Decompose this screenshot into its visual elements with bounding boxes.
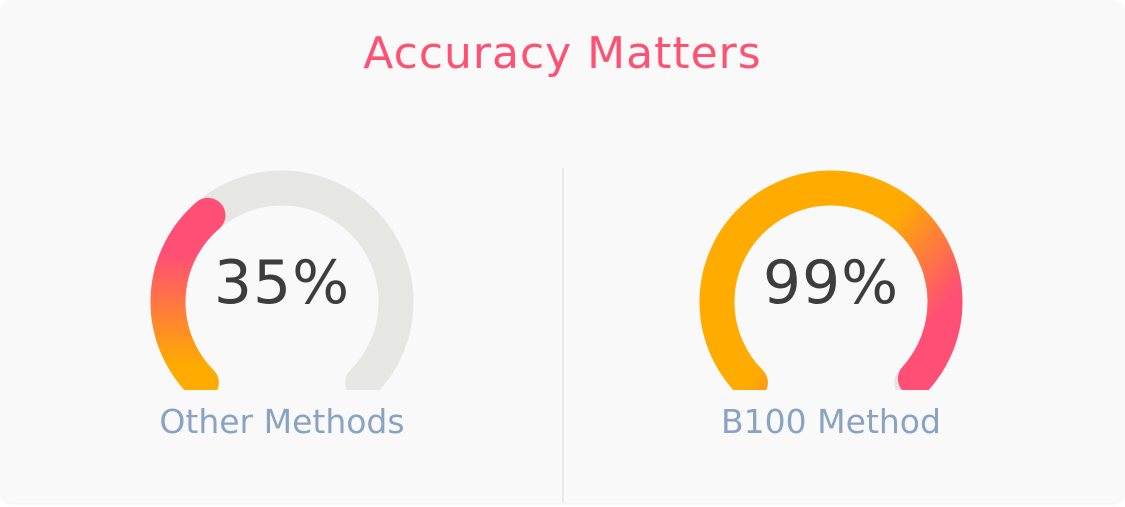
gauge-other-methods: 35% bbox=[112, 150, 452, 390]
gauge-value-other-methods: 35% bbox=[213, 248, 351, 318]
gauge-value-b100-method: 99% bbox=[762, 248, 900, 318]
gauge-arc-other-methods bbox=[150, 170, 414, 390]
gauge-label-b100-method: B100 Method bbox=[721, 402, 941, 441]
gauge-arc-b100-method bbox=[699, 170, 963, 390]
divider bbox=[562, 168, 564, 503]
gauge-fill bbox=[150, 197, 226, 390]
gauge-fill bbox=[699, 170, 963, 390]
gauge-label-other-methods: Other Methods bbox=[159, 402, 405, 441]
gauge-b100-method: 99% bbox=[661, 150, 1001, 390]
page-title: Accuracy Matters bbox=[363, 28, 762, 79]
